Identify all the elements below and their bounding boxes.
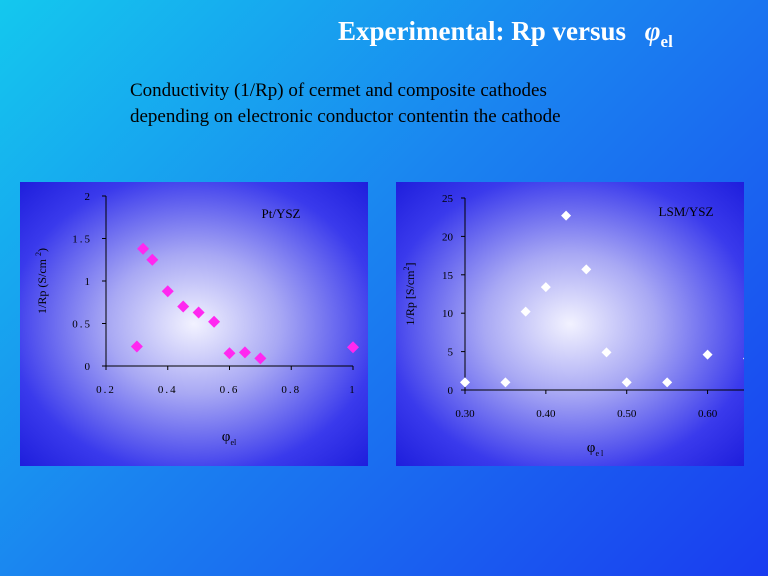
pt-ysz-data-point xyxy=(208,315,221,328)
pt-ysz-chart: 0 0.5 1 1.5 2 0.2 0.4 0.6 0.8 1 Pt/YSZ φel 1/Rp (S/c… xyxy=(34,191,359,447)
slide-title: Experimental: Rp versus φel xyxy=(338,16,673,52)
lsm-ysz-y-tick-label: 10 xyxy=(442,308,454,320)
pt-ysz-data-point xyxy=(177,300,190,313)
pt-ysz-x-tick-label: 0.4 xyxy=(158,384,178,396)
slide-title-text: Experimental: Rp versus xyxy=(338,16,633,46)
lsm-ysz-x-tick-label: 0.40 xyxy=(536,408,556,420)
pt-ysz-y-tick-label: 2 xyxy=(85,191,93,203)
pt-ysz-x-tick-label: 0.6 xyxy=(220,384,240,396)
lsm-ysz-y-axis-label: 1/Rp [S/cm2] xyxy=(402,262,417,325)
pt-ysz-data-point xyxy=(137,242,150,255)
lsm-ysz-x-axis-label: φel xyxy=(587,440,605,458)
lsm-ysz-x-tick-label: 0.50 xyxy=(617,408,637,420)
lsm-ysz-chart: 0 5 10 15 20 25 0.30 0.40 0.50 0.60 LSM/YSZ φel 1/Rp… xyxy=(402,193,744,458)
lsm-ysz-data-point xyxy=(540,282,551,293)
phi-symbol: φ xyxy=(644,16,661,46)
pt-ysz-data-point xyxy=(161,285,174,298)
pt-ysz-data-point xyxy=(192,306,205,319)
lsm-ysz-y-tick-label: 15 xyxy=(442,270,454,282)
lsm-ysz-x-tick-label: 0.30 xyxy=(455,408,475,420)
pt-ysz-data-point xyxy=(254,352,267,365)
lsm-ysz-chart-title: LSM/YSZ xyxy=(659,204,714,219)
pt-ysz-y-tick-label: 0 xyxy=(85,361,93,373)
pt-ysz-data-point xyxy=(223,347,236,360)
pt-ysz-data-point xyxy=(130,340,143,353)
pt-ysz-y-axis-label: 1/Rp (S/cm 2) xyxy=(34,248,49,314)
phi-subscript: el xyxy=(660,32,673,51)
lsm-ysz-data-point xyxy=(460,377,470,388)
lsm-ysz-data-point xyxy=(561,210,572,221)
pt-ysz-x-tick-label: 1 xyxy=(349,384,357,396)
pt-ysz-y-tick-label: 0.5 xyxy=(72,319,92,331)
lsm-ysz-x-tick-label: 0.60 xyxy=(698,408,718,420)
lsm-ysz-data-point xyxy=(662,377,673,388)
lsm-ysz-data-point xyxy=(520,306,531,317)
lsm-ysz-data-point xyxy=(702,349,713,360)
lsm-ysz-chart-panel: 0 5 10 15 20 25 0.30 0.40 0.50 0.60 LSM/YSZ φel 1/Rp… xyxy=(396,182,744,466)
pt-ysz-x-tick-label: 0.2 xyxy=(96,384,116,396)
pt-ysz-data-point xyxy=(347,341,359,354)
pt-ysz-x-axis-label: φel xyxy=(222,429,237,447)
lsm-ysz-y-tick-label: 0 xyxy=(448,385,454,397)
subtitle-line-1: Conductivity (1/Rp) of cermet and compos… xyxy=(130,80,547,101)
slide-subtitle: Conductivity (1/Rp) of cermet and compos… xyxy=(130,78,561,130)
lsm-ysz-y-tick-label: 25 xyxy=(442,193,454,205)
lsm-ysz-data-point xyxy=(601,347,612,358)
subtitle-line-2: depending on electronic conductor conten… xyxy=(130,106,561,127)
pt-ysz-x-tick-label: 0.8 xyxy=(281,384,301,396)
pt-ysz-y-tick-label: 1.5 xyxy=(72,234,92,246)
lsm-ysz-data-point xyxy=(743,357,744,360)
pt-ysz-chart-title: Pt/YSZ xyxy=(261,206,300,221)
pt-ysz-chart-panel: 0 0.5 1 1.5 2 0.2 0.4 0.6 0.8 1 Pt/YSZ φel 1/Rp (S/c… xyxy=(20,182,368,466)
lsm-ysz-data-point xyxy=(500,377,511,388)
pt-ysz-data-point xyxy=(238,346,251,359)
lsm-ysz-data-point xyxy=(581,264,592,275)
pt-ysz-y-tick-label: 1 xyxy=(85,276,93,288)
lsm-ysz-y-tick-label: 20 xyxy=(442,231,454,243)
lsm-ysz-y-tick-label: 5 xyxy=(448,347,454,359)
lsm-ysz-data-point xyxy=(621,377,632,388)
pt-ysz-data-point xyxy=(146,253,159,266)
